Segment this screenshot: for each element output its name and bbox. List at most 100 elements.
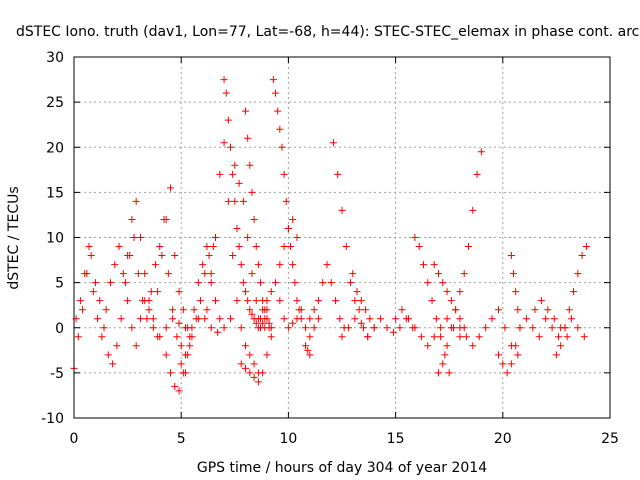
data-point [555,333,563,341]
data-point [439,360,447,368]
data-point [289,261,297,269]
data-point [488,315,496,323]
series-arc [237,333,275,386]
data-point [128,324,136,332]
data-point [250,360,258,368]
data-point [276,297,284,305]
data-point [244,134,252,142]
data-point [257,279,265,287]
data-point [499,360,507,368]
data-point [179,369,187,377]
x-tick-label: 25 [601,431,619,447]
data-point [85,243,93,251]
data-point [222,89,230,97]
data-point [166,184,174,192]
data-point [263,351,271,359]
data-point [203,306,211,314]
data-point [359,324,367,332]
y-tick-label: 30 [46,50,64,66]
data-point [175,387,183,395]
data-point [205,252,213,260]
data-point [507,360,515,368]
data-point [201,270,209,278]
data-point [548,324,556,332]
data-point [355,306,363,314]
data-point [284,324,292,332]
data-point [254,261,262,269]
data-point [531,306,539,314]
data-point [151,261,159,269]
data-point [514,351,522,359]
data-point [76,297,84,305]
data-point [181,351,189,359]
data-point [227,143,235,151]
data-point [306,351,314,359]
data-point [91,279,99,287]
data-point [428,297,436,305]
series-arc [392,306,464,350]
y-tick-label: 25 [46,95,64,111]
data-point [272,279,280,287]
data-point [411,234,419,241]
data-point [119,270,127,278]
data-point [272,89,280,97]
data-point [259,369,267,377]
data-point [194,315,202,323]
data-point [199,261,207,269]
data-point [248,270,256,278]
data-point [259,319,267,327]
y-tick-label: 10 [46,231,64,247]
data-point [304,346,312,354]
data-point [563,333,571,341]
data-point [574,270,582,278]
data-point [501,324,509,332]
data-point [233,297,241,305]
data-point [79,306,87,314]
series-arc [276,297,322,341]
data-point [201,315,209,323]
data-point [445,369,453,377]
data-point [227,315,235,323]
data-point [89,288,97,296]
data-point [314,315,322,323]
data-point [452,306,460,314]
data-point [334,170,342,178]
data-point [552,351,560,359]
series-arc [434,148,485,377]
data-point [252,319,260,327]
x-tick-label: 10 [279,431,297,447]
data-point [306,333,314,341]
x-tick-label: 0 [70,431,79,447]
data-point [231,197,239,205]
data-point [132,342,140,350]
data-point [512,342,520,350]
data-point [280,243,288,251]
data-point [143,315,151,323]
data-point [537,297,545,305]
data-point [338,333,346,341]
axis-ticks: 0 5 10 15 20 25 -10 -5 0 5 10 15 20 25 30 [41,50,619,447]
data-point [293,234,301,241]
data-point [495,351,503,359]
data-point [297,306,305,314]
data-point [162,215,170,223]
data-point [156,333,164,341]
data-point [115,243,123,251]
data-point [267,324,275,332]
data-point [417,333,425,341]
data-point [106,279,114,287]
data-point [284,224,292,232]
data-point [166,369,174,377]
data-point [175,288,183,296]
data-point [383,324,391,332]
data-point [347,279,355,287]
data-point [246,369,254,377]
data-point [171,252,179,260]
data-point [456,288,464,296]
data-point [117,315,125,323]
data-point [136,234,144,241]
data-point [291,279,299,287]
data-point [507,252,515,260]
data-point [514,306,522,314]
data-point [437,324,445,332]
